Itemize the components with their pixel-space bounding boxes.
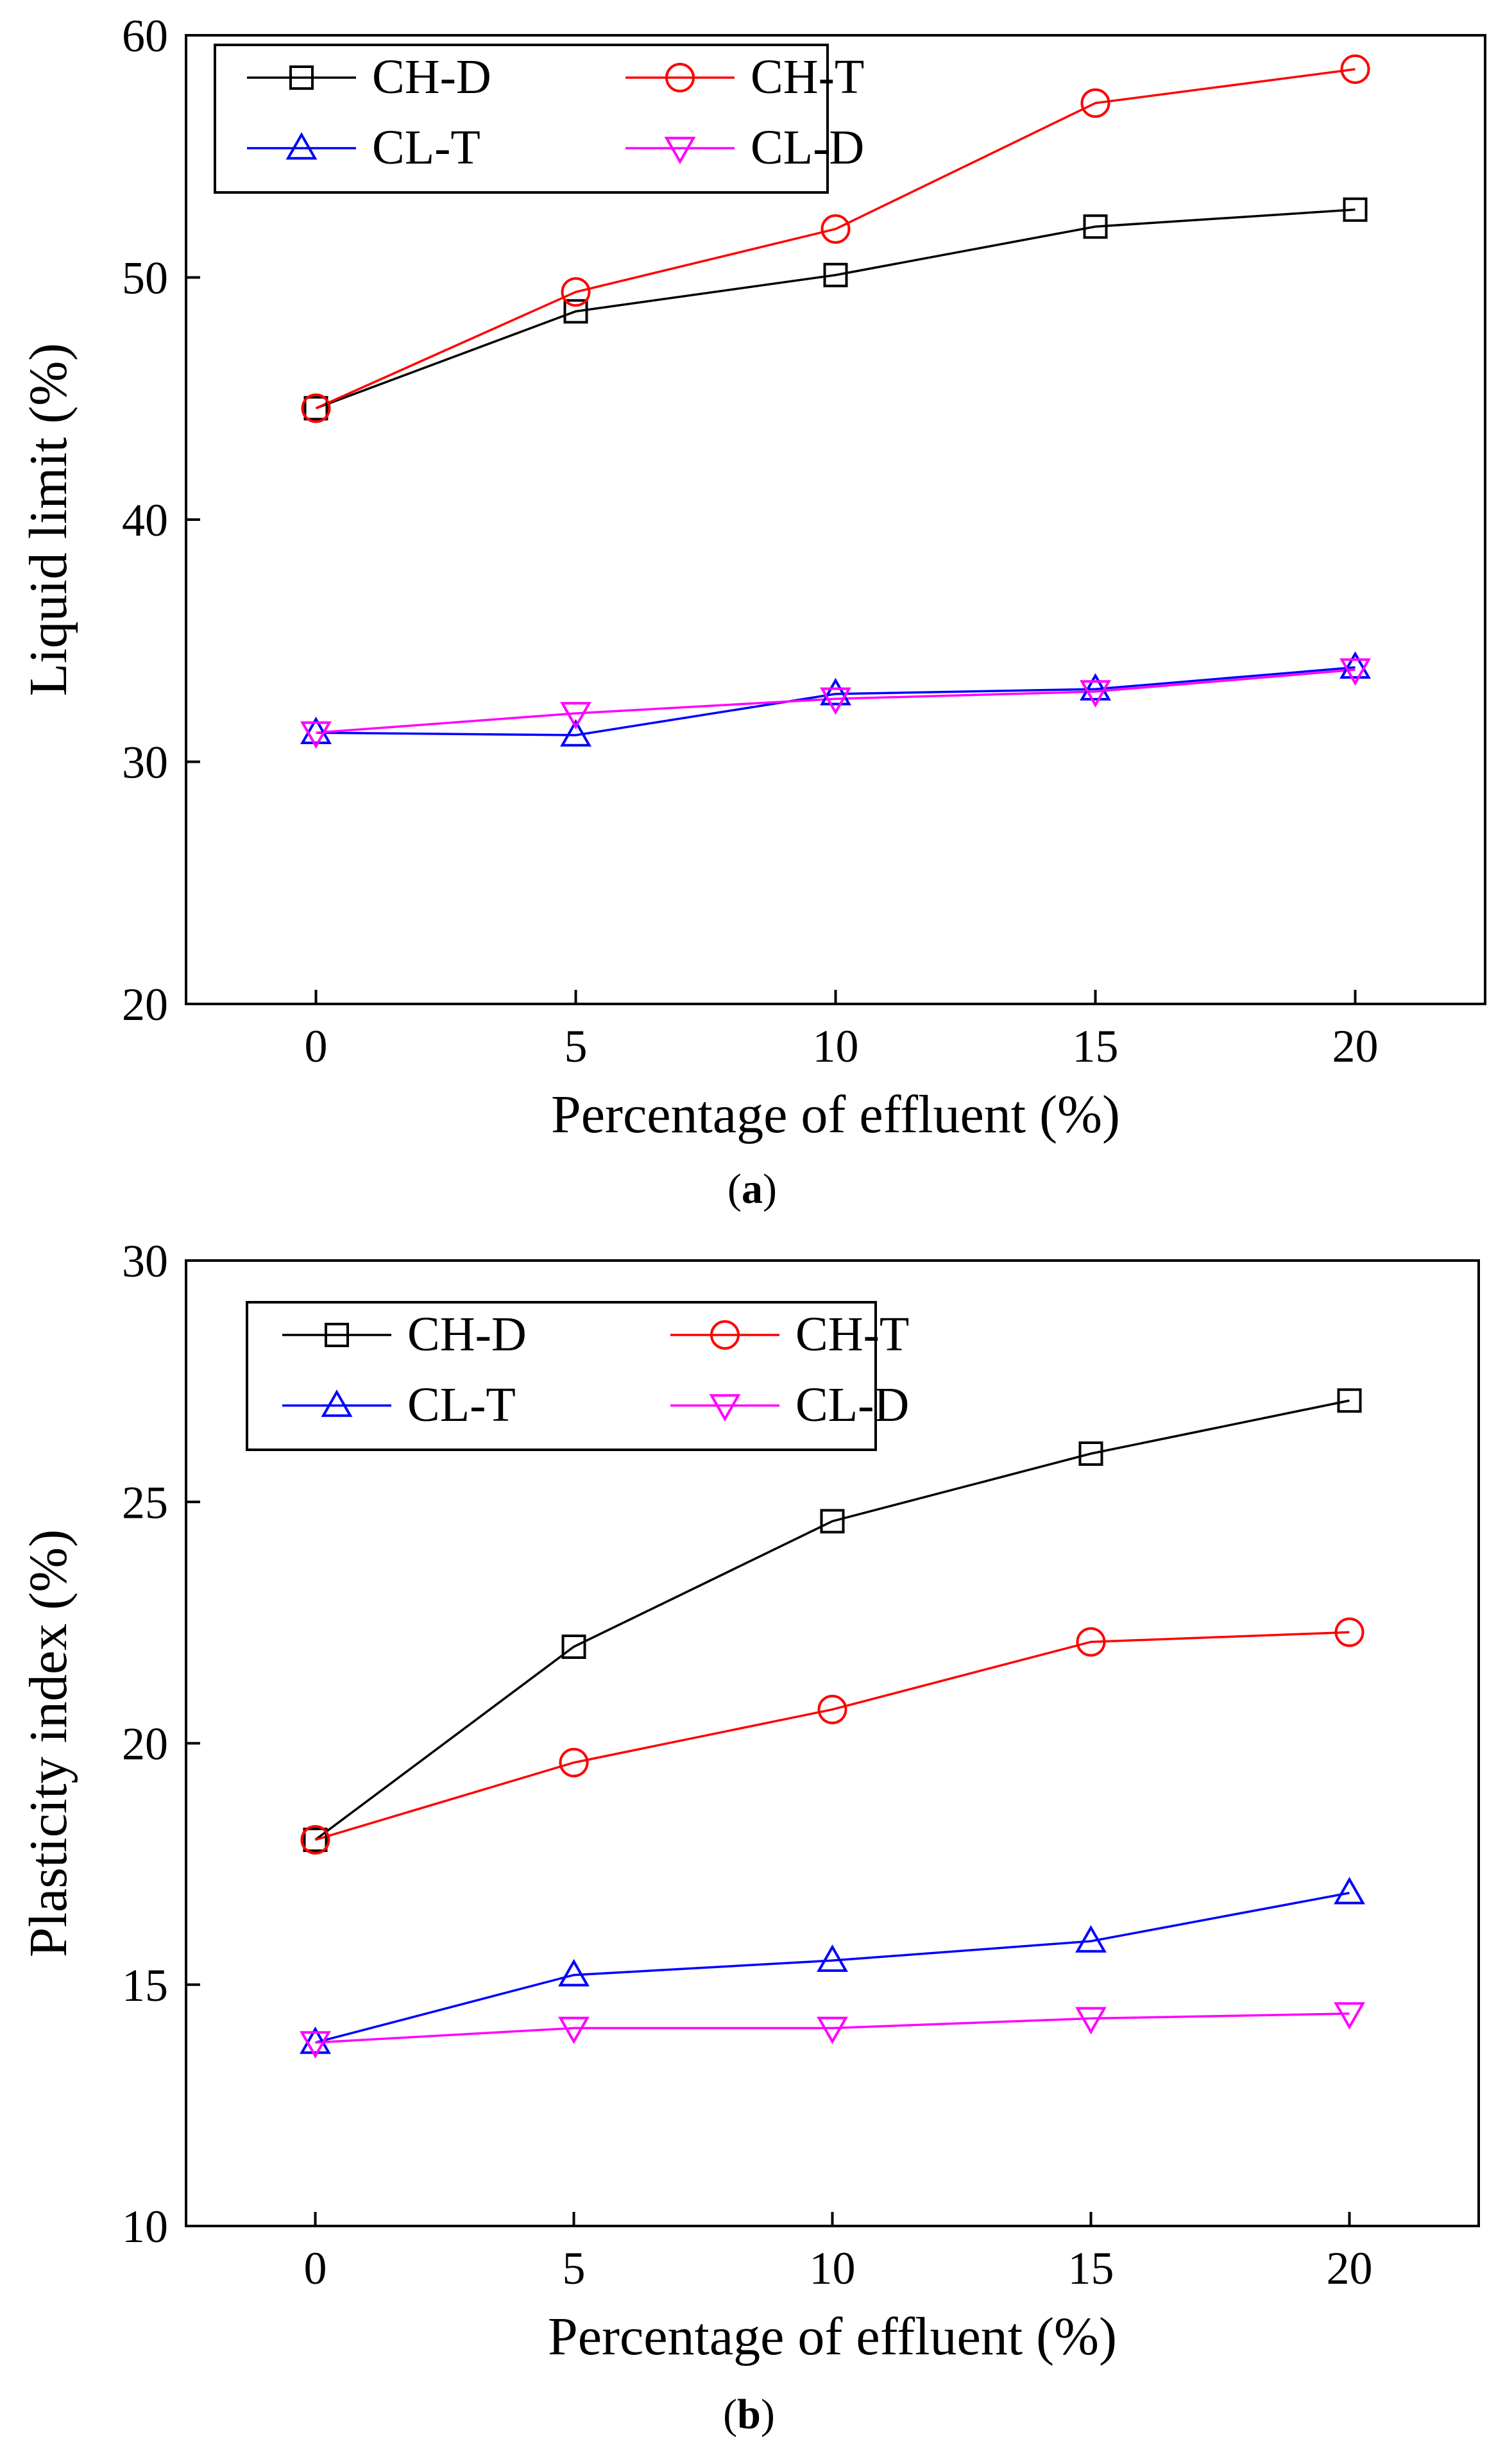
data-point-cl-t: [820, 677, 851, 706]
legend-label-cl-t: CL-T: [372, 121, 480, 174]
data-point-ch-d: [823, 262, 848, 287]
x-axis-label: Percentage of effluent (%): [548, 2307, 1117, 2366]
x-tick-label: 15: [1068, 2243, 1114, 2294]
legend-marker-cl-d: [709, 1394, 741, 1422]
data-point-ch-t: [1076, 1627, 1106, 1657]
data-point-cl-t: [817, 1944, 848, 1972]
x-tick-label: 20: [1332, 1021, 1379, 1072]
legend-marker-cl-t: [285, 132, 318, 160]
data-point-cl-d: [1075, 2007, 1107, 2035]
legend-label-cl-d: CL-D: [751, 121, 864, 174]
x-tick-label: 10: [813, 1021, 859, 1072]
y-tick-label: 30: [122, 1236, 168, 1287]
x-tick-label: 5: [565, 1021, 588, 1072]
data-point-ch-d: [563, 299, 588, 324]
x-tick-label: 0: [304, 2243, 327, 2294]
y-tick-label: 20: [122, 979, 168, 1030]
x-axis-label: Percentage of effluent (%): [551, 1085, 1120, 1144]
legend-label-ch-d: CH-D: [372, 50, 491, 104]
legend-box: [214, 44, 829, 194]
data-point-cl-t: [1334, 1876, 1365, 1905]
data-point-cl-d: [300, 2031, 331, 2059]
data-point-ch-t: [817, 1694, 847, 1724]
data-point-ch-d: [1337, 1388, 1362, 1413]
x-tick-label: 15: [1073, 1021, 1119, 1072]
y-axis-label: Plasticity index (%): [19, 1529, 78, 1957]
legend-marker-ch-t: [710, 1320, 740, 1350]
legend-label-ch-t: CH-T: [795, 1307, 909, 1361]
panel-label: (b): [723, 2391, 775, 2438]
y-tick-label: 10: [122, 2201, 168, 2252]
data-point-ch-d: [303, 1828, 328, 1852]
legend-marker-cl-d: [664, 137, 696, 165]
series-line-cl-d: [315, 2012, 1350, 2044]
data-point-ch-t: [301, 393, 331, 423]
y-tick-label: 15: [122, 1960, 168, 2011]
panel-a: 0 5 10 15 20 20 30 40 50 60 Percentage of effluent…: [19, 10, 1486, 1212]
data-point-ch-d: [1083, 214, 1108, 239]
panel-label: (a): [727, 1166, 777, 1212]
data-point-cl-t: [560, 718, 591, 747]
data-point-ch-t: [300, 1825, 330, 1855]
series-line-ch-d: [315, 208, 1356, 409]
x-tick-label: 20: [1327, 2243, 1373, 2294]
data-point-ch-t: [561, 277, 591, 307]
data-point-cl-t: [1339, 651, 1371, 679]
data-point-ch-t: [1340, 54, 1370, 84]
legend-label-cl-d: CL-D: [795, 1378, 909, 1432]
legend-marker-ch-d: [325, 1323, 349, 1347]
series-line-ch-t: [314, 1631, 1350, 1841]
data-point-ch-t: [1080, 88, 1110, 118]
y-axis-label: Liquid limit (%): [19, 343, 78, 697]
data-point-cl-d: [1334, 2002, 1365, 2030]
panel-b: 0 5 10 15 20 10 15 20 25 30 Percentage of effluent…: [19, 1236, 1480, 2438]
legend-marker-ch-d: [289, 65, 314, 90]
data-point-ch-d: [561, 1635, 586, 1659]
data-point-ch-t: [559, 1747, 589, 1778]
legend-label-ch-d: CH-D: [407, 1307, 527, 1361]
x-tick-label: 5: [563, 2243, 586, 2294]
legend-label-cl-t: CL-T: [407, 1378, 516, 1432]
data-point-ch-t: [821, 214, 851, 244]
data-point-cl-d: [1080, 680, 1111, 708]
data-point-cl-d: [1339, 658, 1371, 686]
series-line-cl-t: [315, 1892, 1350, 2044]
data-point-ch-d: [303, 396, 328, 421]
y-tick-label: 40: [122, 495, 168, 546]
x-tick-label: 10: [810, 2243, 856, 2294]
data-point-cl-t: [558, 1958, 590, 1987]
data-point-cl-d: [558, 2016, 590, 2044]
x-tick-label: 0: [305, 1021, 328, 1072]
data-point-cl-t: [300, 2026, 331, 2054]
series-line-ch-d: [314, 1399, 1350, 1841]
series-line-ch-t: [315, 68, 1356, 409]
y-tick-label: 60: [122, 10, 168, 62]
y-tick-label: 20: [122, 1719, 168, 1770]
data-point-cl-t: [1080, 673, 1111, 701]
data-point-cl-t: [1075, 1924, 1107, 1953]
series-line-cl-t: [316, 666, 1356, 736]
data-point-cl-d: [560, 702, 591, 730]
data-point-cl-d: [300, 721, 332, 749]
series-line-cl-d: [316, 668, 1356, 734]
data-point-ch-t: [1334, 1617, 1365, 1647]
data-point-cl-d: [820, 687, 851, 715]
data-point-ch-d: [820, 1509, 845, 1534]
data-point-ch-d: [1078, 1441, 1103, 1466]
legend-marker-ch-t: [665, 63, 695, 92]
legend-marker-cl-t: [321, 1389, 353, 1417]
data-point-cl-d: [817, 2016, 848, 2044]
y-tick-label: 30: [122, 737, 168, 788]
y-tick-label: 50: [122, 253, 168, 304]
data-point-ch-d: [1343, 197, 1368, 222]
legend-box: [246, 1301, 877, 1451]
y-tick-label: 25: [122, 1477, 168, 1528]
data-point-cl-t: [300, 717, 332, 744]
legend-label-ch-t: CH-T: [751, 50, 864, 104]
